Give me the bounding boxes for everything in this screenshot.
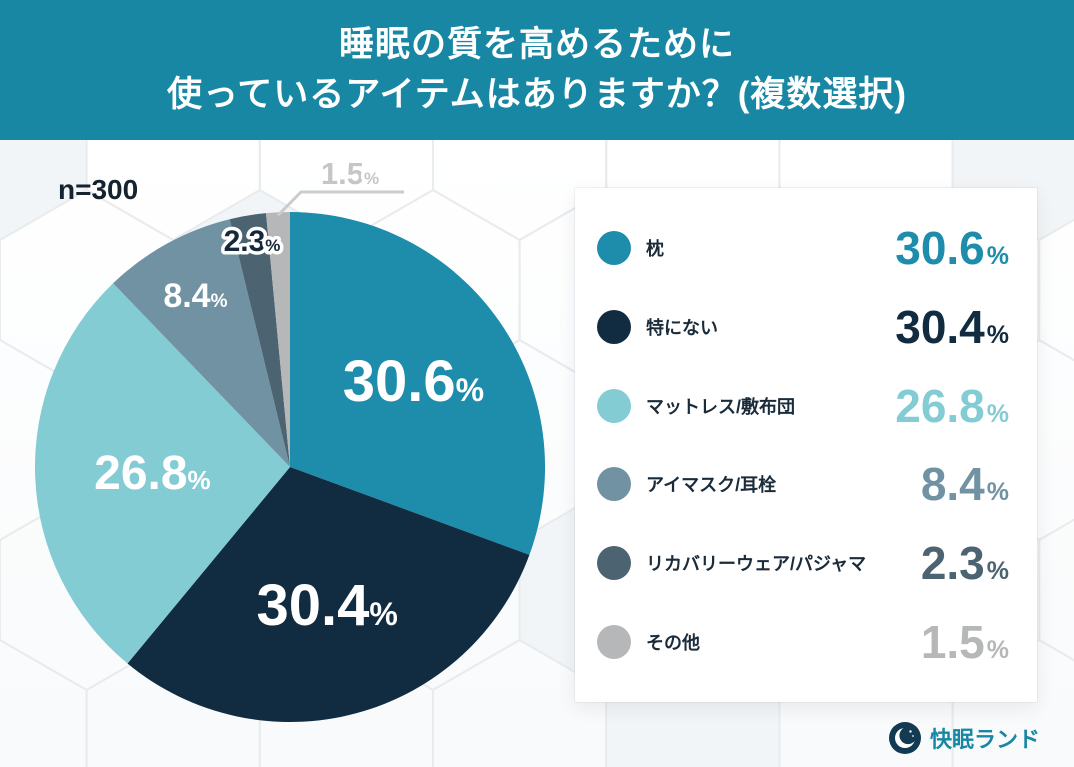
brand-logo: 快眠ランド (888, 721, 1040, 755)
legend-color-dot (597, 546, 631, 581)
pie-slice-label: 30.4% (257, 573, 398, 638)
chart-area: n=300 30.6% 30.4% 26.8% 8.4% 2.3% 1.5% 枕 30.6… (0, 140, 1074, 767)
legend-item-value: 30.4% (895, 300, 1009, 354)
legend-value-number: 8.4 (920, 458, 985, 511)
pie-slice (229, 213, 290, 467)
legend-item: リカバリーウェア/パジャマ 2.3% (575, 536, 1037, 590)
legend-item: アイマスク/耳栓 8.4% (575, 457, 1037, 511)
legend-value-unit: % (986, 636, 1009, 665)
hexagon-tile (1038, 518, 1074, 662)
legend-value-unit: % (986, 320, 1009, 349)
page-header: 睡眠の質を高めるために 使っているアイテムはありますか？(複数選択) (0, 0, 1074, 140)
legend-value-number: 1.5 (920, 616, 985, 669)
legend-item: 特にない 30.4% (575, 300, 1037, 354)
legend-item-label: その他 (646, 633, 700, 654)
pie-slice (127, 467, 530, 723)
legend-item-value: 1.5% (921, 615, 1009, 669)
pie-slice-label: 2.3% (224, 225, 281, 258)
pie-slice (113, 219, 290, 467)
legend-item-label: マットレス/敷布団 (646, 396, 796, 417)
hexagon-tile (0, 140, 88, 242)
title-line-1: 睡眠の質を高めるために (338, 25, 735, 65)
pie-slice-label: 26.8% (94, 447, 211, 500)
pie-slice (290, 212, 546, 555)
legend-value-number: 2.3 (920, 537, 985, 590)
legend-value-unit: % (986, 399, 1009, 428)
legend-item-label: リカバリーウェア/パジャマ (646, 554, 867, 575)
legend-item-label: 枕 (646, 238, 664, 259)
pie-slice-label: 30.6% (343, 349, 484, 414)
legend-color-dot (597, 625, 631, 660)
label-leader-line (276, 190, 404, 217)
legend-color-dot (597, 309, 631, 344)
legend-item-label: アイマスク/耳栓 (646, 475, 777, 496)
legend-color-dot (597, 467, 631, 502)
legend-item: その他 1.5% (575, 615, 1037, 669)
legend-item-label: 特にない (646, 317, 718, 338)
legend-item-value: 2.3% (921, 536, 1009, 590)
legend-color-dot (597, 388, 631, 423)
legend-item-value: 26.8% (895, 379, 1009, 433)
pie-slice (266, 211, 290, 467)
legend-item-value: 30.6% (895, 221, 1009, 275)
pie-slice-label: 8.4% (163, 277, 227, 315)
legend-value-number: 26.8 (895, 379, 985, 432)
pie-chart: 30.6% 30.4% 26.8% 8.4% 2.3% 1.5% (34, 153, 546, 723)
legend-item: 枕 30.6% (575, 221, 1037, 275)
legend-card: 枕 30.6% 特にない 30.4% マットレス/敷布団 26.8% アイマスク… (575, 188, 1037, 702)
legend-item: マットレス/敷布団 26.8% (575, 379, 1037, 433)
title-line-2: 使っているアイテムはありますか？(複数選択) (166, 75, 908, 114)
legend-item-value: 8.4% (921, 457, 1009, 511)
sample-size-label: n=300 (58, 174, 139, 205)
pie-slice-label: 1.5% (321, 156, 379, 191)
legend-value-unit: % (986, 478, 1009, 507)
legend-value-number: 30.6 (895, 221, 985, 274)
legend-color-dot (597, 230, 631, 265)
pie-slice (34, 283, 290, 664)
legend-value-number: 30.4 (895, 300, 985, 353)
hexagon-tile (1038, 218, 1074, 362)
brand-logo-icon (888, 722, 921, 754)
legend-value-unit: % (986, 557, 1009, 586)
brand-name: 快眠ランド (929, 727, 1040, 752)
legend-value-unit: % (986, 241, 1009, 270)
